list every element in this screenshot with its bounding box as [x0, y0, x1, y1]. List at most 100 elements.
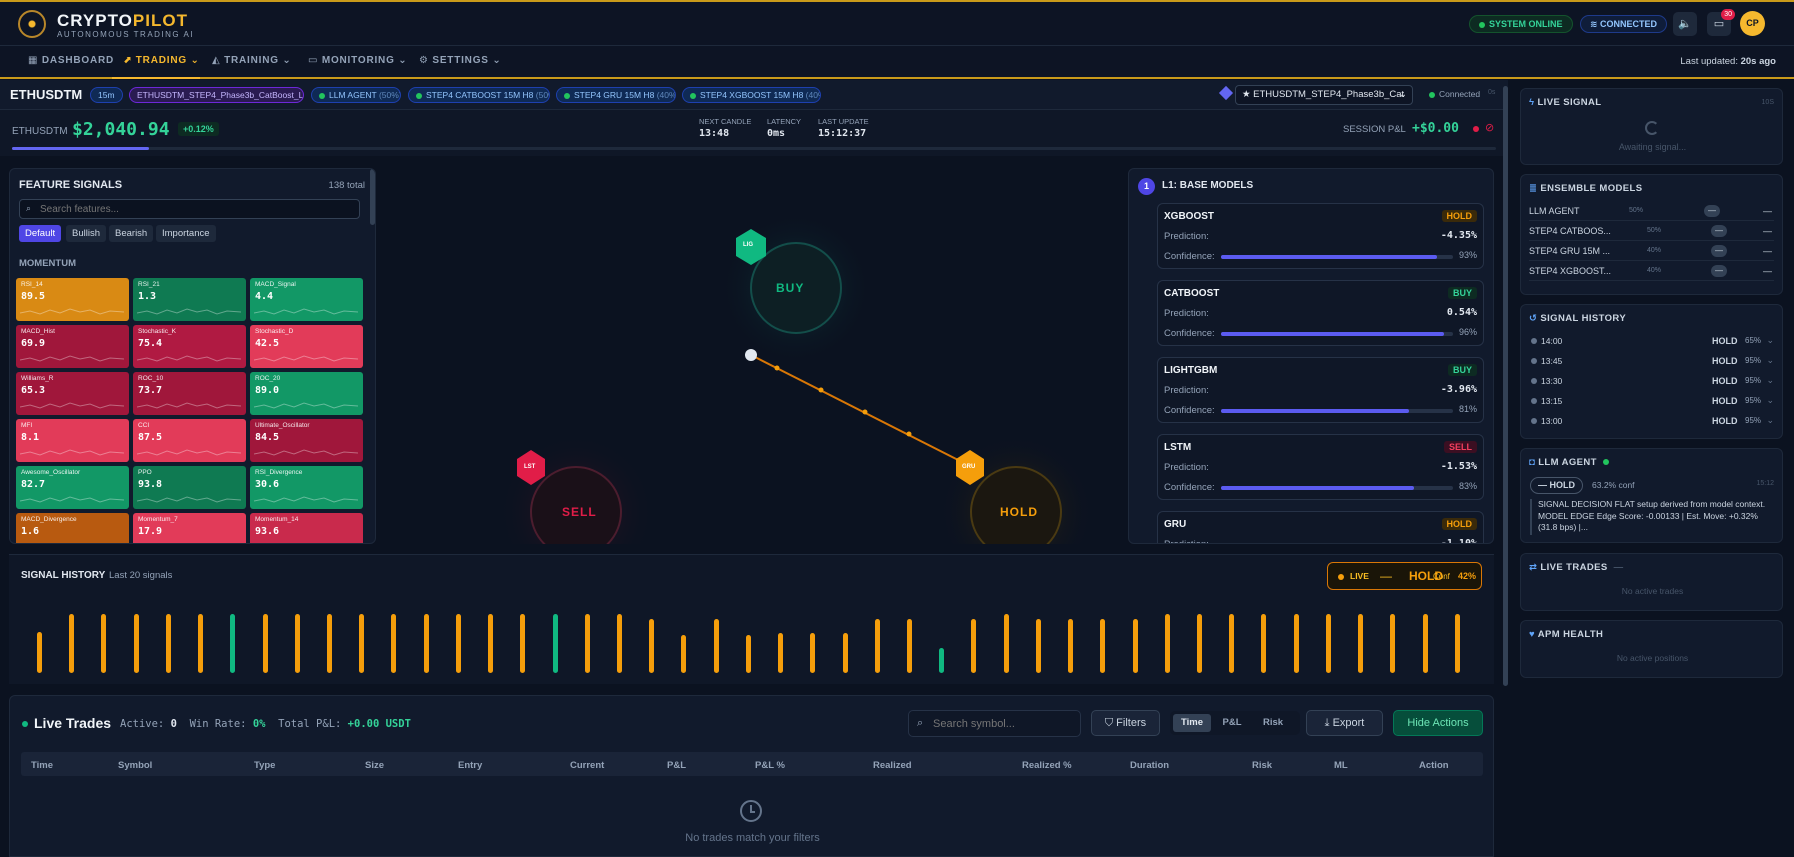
history-bar[interactable]	[939, 647, 945, 673]
ensemble-row[interactable]: STEP4 CATBOOS... 50% — —	[1529, 223, 1774, 241]
history-bar[interactable]	[133, 613, 139, 673]
col-type[interactable]: Type	[254, 760, 276, 771]
scrollbar[interactable]	[370, 169, 375, 225]
history-bar[interactable]	[971, 618, 977, 673]
history-bar[interactable]	[745, 634, 751, 673]
model-card[interactable]: CATBOOST BUY Prediction: 0.54% Confidence: 96…	[1157, 280, 1484, 346]
history-bar[interactable]	[1454, 613, 1460, 673]
col-symbol[interactable]: Symbol	[118, 760, 153, 771]
history-bar[interactable]	[294, 613, 300, 673]
feature-tile[interactable]: RSI_14 89.5	[16, 278, 129, 321]
feature-tile[interactable]: PPO 93.8	[133, 466, 246, 509]
history-bar[interactable]	[101, 613, 107, 673]
model-chip-xgboost[interactable]: STEP4 XGBOOST 15M H8 (40%)	[682, 87, 821, 103]
ensemble-row[interactable]: STEP4 XGBOOST... 40% — —	[1529, 263, 1774, 281]
history-bar[interactable]	[1422, 613, 1428, 673]
history-bar[interactable]	[1325, 613, 1331, 673]
filter-bearish[interactable]: Bearish	[109, 225, 154, 242]
interval-chip[interactable]: 15m	[90, 87, 123, 103]
history-bar[interactable]	[713, 618, 719, 673]
tab-time[interactable]: Time	[1173, 714, 1211, 732]
history-bar[interactable]	[1132, 618, 1138, 673]
export-button[interactable]: ⤓ Export	[1306, 710, 1383, 736]
ensemble-row[interactable]: LLM AGENT 50% — —	[1529, 203, 1774, 221]
chevron-down-icon[interactable]: ⌄	[1766, 335, 1774, 345]
col-entry[interactable]: Entry	[458, 760, 483, 771]
history-bar[interactable]	[617, 613, 622, 673]
history-bar[interactable]	[1293, 613, 1299, 673]
model-card[interactable]: LIGHTGBM BUY Prediction: -3.96% Confidence: 8…	[1157, 357, 1484, 423]
history-bar[interactable]	[1068, 618, 1074, 673]
feature-tile[interactable]: Momentum_14 93.6	[250, 513, 363, 543]
feature-search[interactable]: ⌕	[19, 199, 360, 219]
history-bar[interactable]	[1003, 613, 1009, 673]
history-bar[interactable]	[874, 618, 880, 673]
col-risk[interactable]: Risk	[1252, 760, 1273, 771]
col-realized-pct[interactable]: Realized %	[1022, 760, 1072, 771]
col-action[interactable]: Action	[1419, 760, 1449, 771]
model-chip-catboost[interactable]: STEP4 CATBOOST 15M H8 (50%)	[408, 87, 550, 103]
page-scrollbar[interactable]	[1503, 86, 1508, 686]
feature-tile[interactable]: MACD_Signal 4.4	[250, 278, 363, 321]
history-bar[interactable]	[1035, 618, 1041, 673]
feature-tile[interactable]: Williams_R 65.3	[16, 372, 129, 415]
history-bar[interactable]	[520, 613, 526, 673]
history-row[interactable]: 14:00 HOLD 65% ⌄	[1529, 333, 1774, 351]
feature-tile[interactable]: RSI_21 1.3	[133, 278, 246, 321]
history-bar[interactable]	[165, 613, 171, 673]
feature-tile[interactable]: Stochastic_D 42.5	[250, 325, 363, 368]
strategy-chip[interactable]: ETHUSDTM_STEP4_Phase3b_CatBoost_LLM	[129, 87, 304, 103]
history-bar[interactable]	[423, 613, 429, 673]
node-lst[interactable]	[517, 450, 545, 485]
history-bar[interactable]	[552, 613, 558, 673]
model-card[interactable]: GRUHOLDPrediction:-1.10%Confidence:	[1157, 511, 1484, 543]
nav-settings[interactable]: ⚙ SETTINGS ⌄	[419, 55, 502, 66]
filter-importance[interactable]: Importance	[156, 225, 216, 242]
col-time[interactable]: Time	[31, 760, 54, 771]
history-bar[interactable]	[327, 613, 332, 673]
filters-button[interactable]: ⛉ Filters	[1091, 710, 1160, 736]
history-bar[interactable]	[681, 634, 687, 673]
strategy-select[interactable]: ★ ETHUSDTM_STEP4_Phase3b_Cat ⌄	[1235, 85, 1413, 105]
symbol-search[interactable]: ⌕	[908, 710, 1081, 737]
history-bar[interactable]	[907, 618, 912, 673]
filter-default[interactable]: Default	[19, 225, 62, 242]
col-size[interactable]: Size	[365, 760, 385, 771]
feature-tile[interactable]: MACD_Hist 69.9	[16, 325, 129, 368]
col-ml[interactable]: ML	[1334, 760, 1348, 771]
notifications-button[interactable]: ▭ 30	[1707, 9, 1735, 36]
history-row[interactable]: 13:45 HOLD 95% ⌄	[1529, 353, 1774, 371]
symbol-search-input[interactable]	[933, 716, 1073, 732]
history-bar[interactable]	[1390, 613, 1396, 673]
col-duration[interactable]: Duration	[1130, 760, 1170, 771]
history-bar[interactable]	[1164, 613, 1170, 673]
model-chip-llm[interactable]: LLM AGENT (50%)	[311, 87, 401, 103]
feature-tile[interactable]: MACD_Divergence 1.6	[16, 513, 129, 543]
wifi-off-icon[interactable]: ⊘	[1485, 122, 1495, 134]
history-bar[interactable]	[1261, 613, 1267, 673]
history-bar[interactable]	[262, 613, 268, 673]
hide-actions-button[interactable]: Hide Actions	[1393, 710, 1483, 736]
history-bar[interactable]	[1229, 613, 1235, 673]
history-bar[interactable]	[69, 613, 75, 673]
history-bar[interactable]	[37, 632, 42, 673]
model-card[interactable]: XGBOOST HOLD Prediction: -4.35% Confidence: 9…	[1157, 203, 1484, 269]
feature-tile[interactable]: RSI_Divergence 30.6	[250, 466, 363, 509]
history-bar[interactable]	[842, 633, 848, 673]
nav-monitoring[interactable]: ▭ MONITORING ⌄	[308, 55, 408, 66]
feature-tile[interactable]: Awesome_Oscillator 82.7	[16, 466, 129, 509]
history-bar[interactable]	[359, 613, 365, 673]
nav-trading[interactable]: ⬈ TRADING ⌄	[123, 55, 200, 66]
history-bar[interactable]	[1100, 618, 1106, 673]
nav-dashboard[interactable]: ▦ DASHBOARD	[28, 55, 115, 66]
feature-tile[interactable]: MFI 8.1	[16, 419, 129, 462]
filter-bullish[interactable]: Bullish	[66, 225, 106, 242]
chevron-down-icon[interactable]: ⌄	[1766, 395, 1774, 405]
col-realized[interactable]: Realized	[873, 760, 912, 771]
feature-tile[interactable]: ROC_10 73.7	[133, 372, 246, 415]
col-current[interactable]: Current	[570, 760, 605, 771]
avatar[interactable]: CP	[1740, 11, 1765, 36]
history-bar[interactable]	[488, 613, 494, 673]
history-row[interactable]: 13:15 HOLD 95% ⌄	[1529, 393, 1774, 411]
history-bar[interactable]	[1358, 613, 1364, 673]
